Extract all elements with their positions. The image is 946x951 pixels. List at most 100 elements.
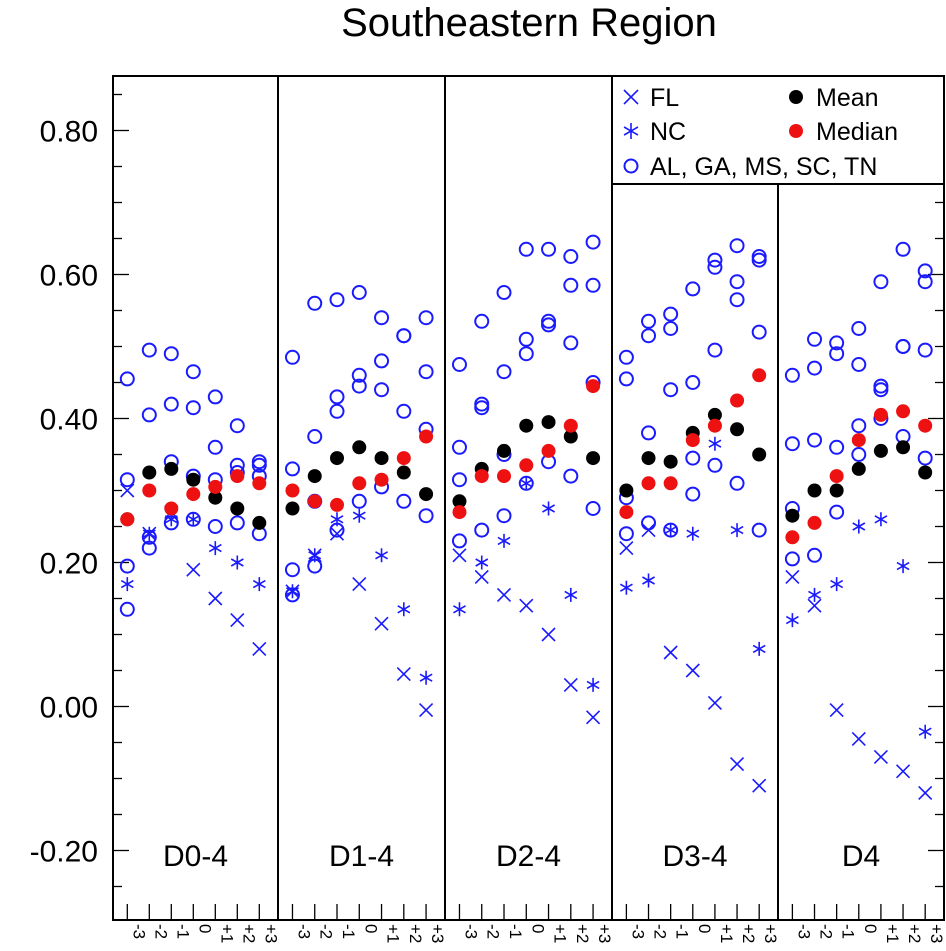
point-other-state xyxy=(518,241,534,257)
point-mean xyxy=(918,465,933,480)
legend: FL NC AL, GA, MS, SC, TN Mean Median xyxy=(611,76,944,185)
point-other-state xyxy=(829,504,845,520)
point-median xyxy=(619,505,634,520)
x-tick-label: -1 xyxy=(506,924,525,939)
point-nc xyxy=(642,573,655,588)
point-other-state xyxy=(917,263,933,279)
point-other-state xyxy=(784,436,800,452)
point-other-state xyxy=(329,389,345,405)
point-other-state xyxy=(663,382,679,398)
point-other-state xyxy=(141,342,157,358)
point-other-state xyxy=(807,331,823,347)
point-other-state xyxy=(807,432,823,448)
legend-item-median: Median xyxy=(789,118,898,146)
point-median xyxy=(164,501,179,516)
point-fl xyxy=(396,667,411,682)
point-other-state xyxy=(329,292,345,308)
point-other-state xyxy=(729,475,745,491)
point-median xyxy=(396,451,411,466)
point-other-state xyxy=(374,382,390,398)
point-nc xyxy=(785,613,799,628)
point-median xyxy=(641,476,656,491)
point-mean xyxy=(752,447,767,462)
point-other-state xyxy=(474,400,490,416)
point-other-state xyxy=(729,238,745,254)
point-mean xyxy=(164,461,179,476)
point-median xyxy=(230,469,245,484)
point-mean xyxy=(619,483,634,498)
panel-label: D0-4 xyxy=(163,840,228,873)
point-other-state xyxy=(451,472,467,488)
point-other-state xyxy=(418,364,434,380)
point-nc xyxy=(330,512,344,527)
point-other-state xyxy=(729,292,745,308)
legend-label: AL, GA, MS, SC, TN xyxy=(650,153,877,181)
point-fl xyxy=(419,703,434,718)
point-other-state xyxy=(707,252,723,268)
point-median xyxy=(142,483,157,498)
x-tick-label: -1 xyxy=(673,924,692,939)
point-other-state xyxy=(618,349,634,365)
point-fl xyxy=(641,523,656,538)
point-other-state xyxy=(563,468,579,484)
legend-marker-open-circle xyxy=(623,158,639,174)
point-fl xyxy=(873,749,888,764)
point-median xyxy=(474,469,489,484)
point-fl xyxy=(374,616,389,631)
x-tick-label: -3 xyxy=(794,924,813,939)
point-other-state xyxy=(518,331,534,347)
point-median xyxy=(374,472,389,487)
point-other-state xyxy=(873,274,889,290)
point-fl xyxy=(729,757,745,772)
point-other-state xyxy=(641,425,657,441)
point-median xyxy=(519,458,534,473)
point-other-state xyxy=(751,522,767,538)
point-mean xyxy=(142,465,157,480)
legend-label: NC xyxy=(650,118,686,146)
point-nc xyxy=(519,476,533,491)
point-fl xyxy=(663,645,678,660)
point-mean xyxy=(873,443,888,458)
point-other-state xyxy=(541,317,557,333)
point-fl xyxy=(120,483,135,498)
point-nc xyxy=(286,584,299,599)
point-median xyxy=(685,433,700,448)
point-other-state xyxy=(585,234,601,250)
point-other-state xyxy=(641,328,657,344)
point-nc xyxy=(708,436,722,451)
point-median xyxy=(285,483,300,498)
point-nc xyxy=(918,724,932,739)
chart-title: Southeastern Region xyxy=(341,1,717,45)
point-mean xyxy=(730,422,745,437)
panel-d1-4: D1-4 xyxy=(284,285,434,873)
x-tick-label: +3 xyxy=(761,924,780,943)
point-fl xyxy=(895,764,911,779)
point-other-state xyxy=(374,353,390,369)
point-median xyxy=(352,476,367,491)
x-tick-label: -1 xyxy=(839,924,858,939)
y-axis: 0.80 0.60 0.40 0.20 0.00 -0.20 xyxy=(30,93,944,888)
point-nc xyxy=(252,577,266,592)
point-other-state xyxy=(396,493,412,509)
point-median xyxy=(452,505,467,520)
point-mean xyxy=(396,465,411,480)
panel-d4: D4 xyxy=(784,241,933,873)
point-mean xyxy=(707,407,722,422)
point-mean xyxy=(352,440,367,455)
point-mean xyxy=(851,461,866,476)
point-nc xyxy=(142,526,156,541)
x-tick-label: -2 xyxy=(484,924,503,939)
point-other-state xyxy=(229,515,245,531)
point-nc xyxy=(542,501,556,516)
legend-marker-filled-circle xyxy=(789,124,803,138)
point-other-state xyxy=(141,540,157,556)
legend-label: FL xyxy=(650,84,679,112)
point-other-state xyxy=(685,375,701,390)
point-fl xyxy=(752,778,767,793)
point-mean xyxy=(307,469,322,484)
point-mean xyxy=(208,490,223,505)
point-other-state xyxy=(207,389,223,405)
point-other-state xyxy=(119,472,135,488)
point-fl xyxy=(208,591,223,606)
x-tick-label: +3 xyxy=(595,924,614,943)
